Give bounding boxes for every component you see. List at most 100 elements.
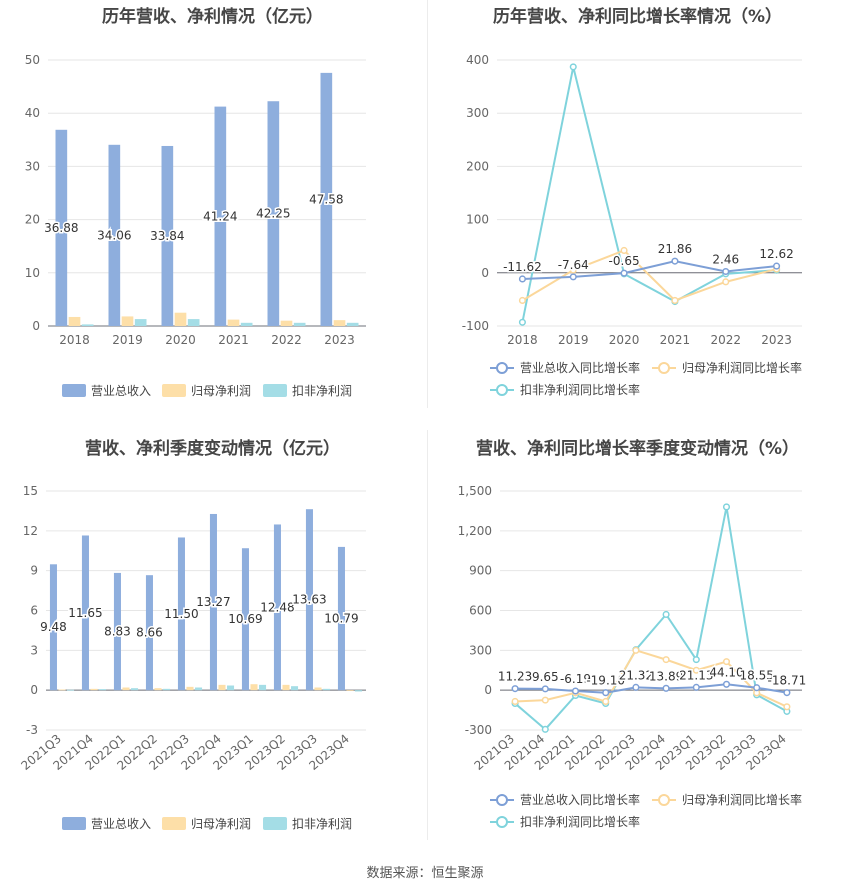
data-point (518, 318, 526, 326)
y-tick-label: 0 (32, 319, 40, 333)
bar-deducted-profit (346, 322, 359, 326)
data-point (662, 684, 670, 692)
y-tick-label: -100 (462, 319, 489, 333)
legend-marker (496, 794, 508, 806)
bar-deducted-profit (323, 688, 331, 691)
bar-deducted-profit (131, 688, 139, 691)
series-line (514, 506, 788, 731)
y-tick-label: 100 (466, 213, 489, 227)
data-label: 11.50 (164, 607, 198, 621)
y-tick-label: 0 (484, 683, 492, 697)
bar-net-profit (58, 689, 66, 691)
x-tick-label: 2022 (710, 333, 741, 347)
data-label: -0.65 (609, 254, 640, 268)
bar-net-profit (282, 684, 290, 691)
data-point (569, 266, 577, 274)
legend-swatch (263, 817, 287, 830)
bar-revenue (49, 564, 57, 691)
legend-label: 归母净利润同比增长率 (682, 792, 802, 807)
data-label: 11.23 (498, 670, 532, 684)
bar-deducted-profit (355, 690, 363, 692)
annual-line-chart-svg: -100 0 100 200 300 400 2018 2019 2020 2021 2022 202… (462, 53, 802, 397)
data-label: 33.84 (150, 229, 184, 243)
data-point (620, 246, 628, 255)
data-point (541, 696, 549, 704)
bar-revenue (241, 548, 249, 691)
y-tick-label: 1,500 (458, 484, 492, 498)
bar-revenue (81, 535, 89, 691)
bar-deducted-profit (259, 684, 267, 691)
bar-deducted-profit (81, 324, 94, 326)
data-point (783, 703, 791, 711)
data-label: 44.10 (709, 665, 743, 679)
bar-revenue (145, 575, 153, 691)
legend-swatch (162, 817, 186, 830)
data-point (773, 262, 781, 270)
x-tick-label: 2020 (165, 333, 196, 347)
x-tick-label: 2023 (324, 333, 355, 347)
x-tick-label: 2018 (507, 333, 538, 347)
legend-swatch (62, 384, 86, 397)
bar-deducted-profit (195, 687, 203, 691)
data-point (569, 63, 577, 71)
legend-swatch (263, 384, 287, 397)
series-line (521, 66, 777, 323)
x-tick-label: 2019 (112, 333, 143, 347)
data-label: 13.27 (196, 595, 230, 609)
y-tick-label: 50 (25, 53, 40, 67)
bar-net-profit (186, 686, 194, 691)
y-tick-label: 12 (23, 524, 38, 538)
y-tick-label: 900 (469, 564, 492, 578)
legend-swatch (162, 384, 186, 397)
data-label: 12.48 (260, 600, 294, 614)
data-point (511, 697, 519, 706)
data-point (783, 689, 791, 697)
data-point (722, 503, 731, 511)
legend-marker (658, 794, 670, 806)
legend-marker (496, 362, 508, 374)
data-point (722, 267, 730, 276)
annual-bar-chart-svg: 0 10 20 30 40 50 2018 2019 2020 2021 2022 2023 36.88… (25, 53, 366, 398)
data-point (671, 257, 679, 265)
y-tick-label: 200 (466, 159, 489, 173)
data-point (632, 646, 640, 654)
legend-label: 营业总收入 (91, 817, 151, 831)
quarterly-line-chart-svg: -30003006009001,2001,5002021Q32021Q42022… (458, 484, 808, 829)
x-tick-label: 2022 (271, 333, 302, 347)
data-point (518, 296, 526, 305)
chart-title: 历年营收、净利同比增长率情况（%） (492, 7, 783, 27)
bar-net-profit (250, 684, 258, 691)
x-tick-label: 2021 (660, 333, 691, 347)
data-label: 47.58 (309, 192, 343, 206)
bar-deducted-profit (240, 322, 253, 326)
bar-net-profit (280, 320, 293, 326)
legend-label: 营业总收入同比增长率 (520, 360, 640, 375)
data-point (662, 610, 670, 619)
data-label: -11.62 (503, 260, 542, 274)
legend-label: 归母净利润同比增长率 (682, 360, 802, 375)
data-label: -7.64 (558, 258, 589, 272)
bar-net-profit (154, 688, 162, 691)
data-label: 11.65 (68, 606, 102, 620)
data-point (620, 269, 628, 277)
bar-revenue (113, 572, 121, 691)
y-tick-label: 0 (481, 266, 489, 280)
bar-deducted-profit (134, 319, 147, 326)
y-tick-label: 600 (469, 604, 492, 618)
legend-marker (496, 816, 508, 828)
data-label: 10.79 (324, 612, 358, 626)
panel-divider (427, 430, 428, 840)
bar-net-profit (227, 319, 240, 326)
bar-deducted-profit (293, 322, 306, 326)
legend-label: 扣非净利润 (292, 384, 352, 398)
data-point (518, 275, 526, 283)
bar-revenue (55, 129, 68, 326)
y-tick-label: -3 (26, 723, 38, 737)
chart-title: 历年营收、净利情况（亿元） (102, 7, 323, 27)
series-line (515, 649, 788, 708)
legend-label: 归母净利润 (191, 817, 251, 831)
bar-net-profit (314, 687, 322, 691)
y-tick-label: 30 (25, 159, 40, 173)
data-label: 8.83 (104, 625, 131, 639)
data-point (722, 680, 731, 688)
